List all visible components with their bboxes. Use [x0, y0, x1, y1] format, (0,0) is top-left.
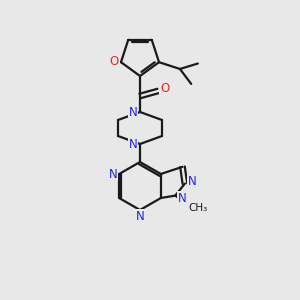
Text: N: N [188, 175, 196, 188]
Text: N: N [136, 209, 144, 223]
Text: N: N [129, 106, 137, 118]
Text: N: N [109, 167, 118, 181]
Text: N: N [178, 192, 187, 205]
Text: CH₃: CH₃ [189, 202, 208, 213]
Text: N: N [129, 137, 137, 151]
Text: O: O [110, 55, 118, 68]
Text: O: O [160, 82, 169, 95]
